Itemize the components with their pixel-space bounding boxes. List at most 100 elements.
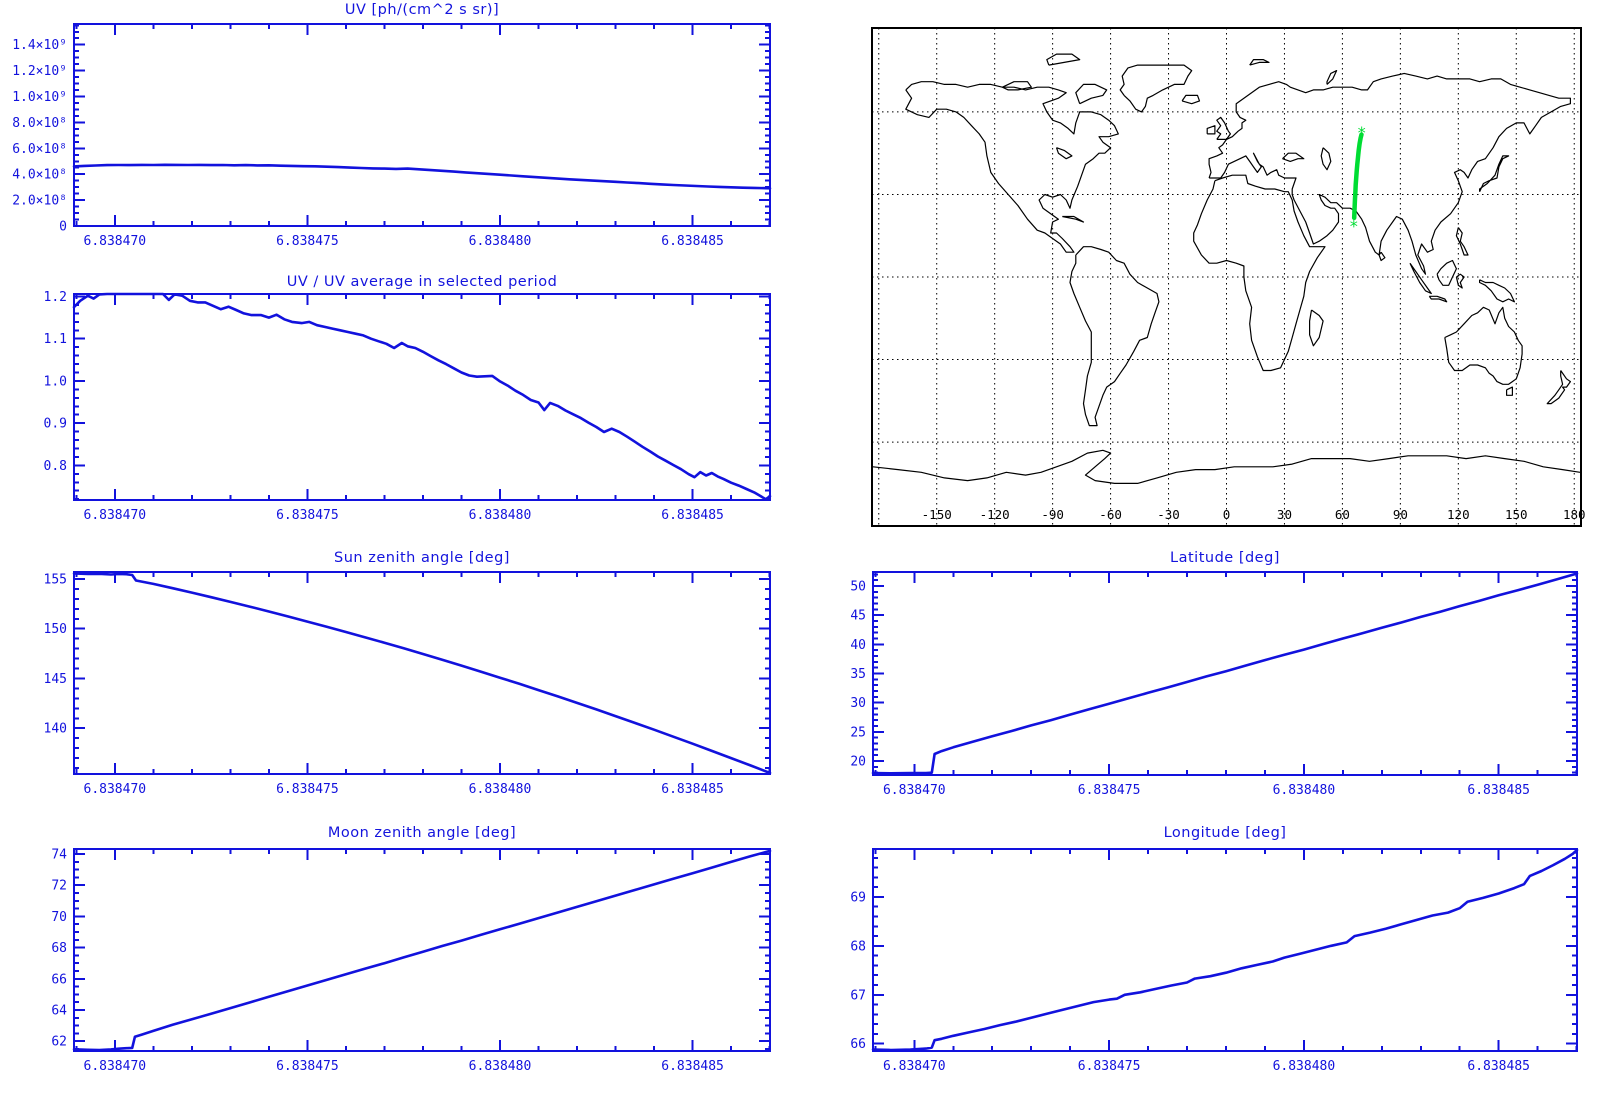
map-graticule — [872, 28, 1581, 526]
svg-text:8.0×10⁸: 8.0×10⁸ — [12, 116, 67, 131]
svg-text:6.838470: 6.838470 — [883, 1059, 946, 1074]
svg-text:-150: -150 — [922, 507, 952, 522]
svg-text:1.4×10⁹: 1.4×10⁹ — [12, 38, 67, 53]
moon-zenith-chart-title: Moon zenith angle [deg] — [327, 825, 517, 841]
svg-text:6.838470: 6.838470 — [883, 783, 946, 798]
uv-axes — [73, 23, 771, 227]
lat-data-line — [871, 572, 1579, 775]
svg-text:155: 155 — [44, 572, 67, 587]
svg-text:30: 30 — [1277, 507, 1292, 522]
uv-data-line — [72, 163, 772, 190]
svg-text:6.838485: 6.838485 — [661, 782, 724, 797]
uv-chart-figure: UV [ph/(cm^2 s sr)] 6.838470 6.838475 6.83… — [0, 0, 800, 268]
lon-axes — [872, 848, 1578, 1052]
sun-zenith-chart-figure: Sun zenith angle [deg] 6.838470 6.838475 6… — [0, 548, 800, 800]
svg-text:6.838485: 6.838485 — [661, 508, 724, 523]
svg-text:-60: -60 — [1099, 507, 1122, 522]
svg-text:6.0×10⁸: 6.0×10⁸ — [12, 142, 67, 157]
latitude-chart-plot: 6.838470 6.838475 6.838480 6.838485 20 25 30 35… — [850, 571, 1579, 799]
svg-text:30: 30 — [850, 696, 866, 711]
svg-text:6.838475: 6.838475 — [1078, 783, 1141, 798]
sun-axes — [73, 571, 771, 775]
moon-axes — [73, 848, 771, 1052]
uv-ratio-chart-figure: UV / UV average in selected period 6.838… — [0, 270, 800, 528]
svg-text:6.838470: 6.838470 — [84, 1059, 147, 1074]
svg-text:6.838475: 6.838475 — [276, 1059, 339, 1074]
svg-text:6.838480: 6.838480 — [469, 1059, 532, 1074]
svg-text:1.1: 1.1 — [44, 332, 67, 347]
map-frame — [871, 27, 1582, 527]
svg-text:69: 69 — [850, 890, 866, 905]
svg-text:66: 66 — [850, 1037, 866, 1052]
svg-text:140: 140 — [44, 722, 67, 737]
svg-text:6.838485: 6.838485 — [661, 1059, 724, 1074]
svg-text:6.838485: 6.838485 — [1467, 783, 1530, 798]
svg-text:72: 72 — [51, 879, 67, 894]
latitude-chart-title: Latitude [deg] — [1170, 550, 1280, 566]
map-coastlines — [872, 53, 1581, 484]
svg-text:150: 150 — [44, 622, 67, 637]
svg-text:6.838480: 6.838480 — [469, 782, 532, 797]
svg-text:*: * — [1357, 123, 1367, 142]
ratio-data-line — [72, 292, 772, 501]
longitude-chart-plot: 6.838470 6.838475 6.838480 6.838485 66 67 68 69 — [850, 848, 1579, 1074]
svg-text:6.838480: 6.838480 — [1273, 1059, 1336, 1074]
moon-data-line — [72, 849, 772, 1052]
svg-text:-90: -90 — [1041, 507, 1064, 522]
svg-text:6.838470: 6.838470 — [84, 782, 147, 797]
svg-text:45: 45 — [850, 609, 866, 624]
svg-text:66: 66 — [51, 972, 67, 987]
svg-text:70: 70 — [51, 910, 67, 925]
svg-text:-30: -30 — [1157, 507, 1180, 522]
svg-text:60: 60 — [1335, 507, 1350, 522]
svg-text:25: 25 — [850, 725, 866, 740]
svg-text:67: 67 — [850, 988, 866, 1003]
svg-text:6.838470: 6.838470 — [84, 508, 147, 523]
moon-tick-labels: 6.838470 6.838475 6.838480 6.838485 62 64 66 68… — [51, 847, 724, 1074]
uv-ratio-chart-title: UV / UV average in selected period — [286, 274, 558, 290]
svg-text:6.838475: 6.838475 — [276, 508, 339, 523]
svg-text:20: 20 — [850, 755, 866, 770]
lat-axes — [872, 571, 1578, 776]
moon-zenith-chart-plot: 6.838470 6.838475 6.838480 6.838485 62 64 66 68… — [51, 847, 772, 1074]
sun-data-line — [72, 572, 772, 775]
svg-text:90: 90 — [1393, 507, 1408, 522]
latitude-chart-figure: Latitude [deg] 6.838470 6.838475 6.838480 6… — [820, 548, 1600, 800]
svg-text:64: 64 — [51, 1003, 67, 1018]
svg-text:145: 145 — [44, 672, 67, 687]
svg-text:120: 120 — [1447, 507, 1470, 522]
sun-zenith-chart-plot: 6.838470 6.838475 6.838480 6.838485 140 145 15… — [44, 571, 772, 797]
map-lon-labels: -150 -120 -90 -60 -30 0 30 60 90 120 150 180 — [922, 507, 1586, 522]
svg-text:1.0×10⁹: 1.0×10⁹ — [12, 90, 67, 105]
svg-text:0: 0 — [59, 220, 67, 235]
svg-text:6.838470: 6.838470 — [84, 234, 147, 249]
svg-text:6.838485: 6.838485 — [661, 234, 724, 249]
svg-text:-120: -120 — [980, 507, 1010, 522]
svg-text:180: 180 — [1563, 507, 1586, 522]
uv-tick-labels: 6.838470 6.838475 6.838480 6.838485 0 2.0×10⁸… — [12, 38, 724, 249]
svg-text:0.9: 0.9 — [44, 417, 67, 432]
svg-text:40: 40 — [850, 638, 866, 653]
longitude-chart-figure: Longitude [deg] 6.838470 6.838475 6.838480… — [820, 823, 1600, 1100]
moon-zenith-chart-figure: Moon zenith angle [deg] 6.838470 6.838475… — [0, 823, 800, 1100]
svg-text:6.838480: 6.838480 — [469, 508, 532, 523]
svg-text:35: 35 — [850, 667, 866, 682]
uv-chart-plot: 6.838470 6.838475 6.838480 6.838485 0 2.0×10⁸… — [12, 23, 772, 249]
svg-text:6.838485: 6.838485 — [1467, 1059, 1530, 1074]
ground-track — [1351, 132, 1364, 221]
lon-data-line — [871, 848, 1579, 1052]
longitude-chart-title: Longitude [deg] — [1163, 825, 1287, 841]
svg-text:1.2: 1.2 — [44, 290, 67, 305]
svg-text:*: * — [1349, 216, 1359, 235]
svg-text:150: 150 — [1505, 507, 1528, 522]
svg-text:6.838480: 6.838480 — [1273, 783, 1336, 798]
lat-tick-labels: 6.838470 6.838475 6.838480 6.838485 20 25 30 35… — [850, 580, 1530, 799]
uv-ratio-chart-plot: 6.838470 6.838475 6.838480 6.838485 0.8 0.9 1.… — [44, 290, 772, 523]
ground-track-markers: ** — [1349, 123, 1366, 235]
svg-text:0.8: 0.8 — [44, 459, 67, 474]
sun-zenith-chart-title: Sun zenith angle [deg] — [334, 550, 510, 566]
svg-text:0: 0 — [1223, 507, 1231, 522]
svg-text:50: 50 — [850, 580, 866, 595]
svg-text:6.838475: 6.838475 — [1078, 1059, 1141, 1074]
